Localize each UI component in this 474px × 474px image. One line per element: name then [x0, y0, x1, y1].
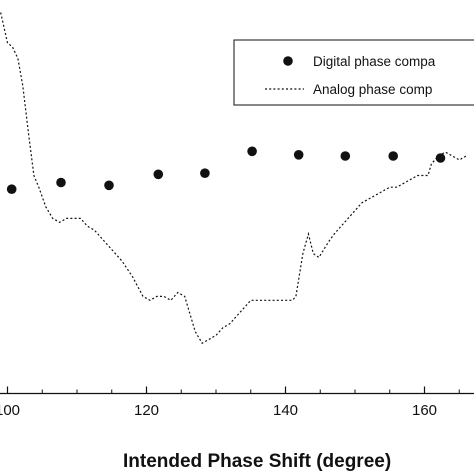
x-tick-label-100: 100	[0, 402, 20, 419]
series-layer	[0, 11, 467, 345]
axes: 100 120 140 160 Intended Phase Shift (degre…	[0, 386, 474, 472]
x-tick-label-160: 160	[412, 402, 437, 419]
x-axis-title: Intended Phase Shift (degree)	[123, 451, 391, 472]
legend: Digital phase compa Analog phase comp	[233, 39, 474, 106]
x-tick-labels: 100 120 140 160	[0, 402, 437, 419]
legend-label-digital: Digital phase compa	[313, 54, 436, 69]
digital-point	[435, 153, 446, 163]
x-tick-label-120: 120	[134, 402, 159, 419]
x-tick-label-140: 140	[273, 402, 298, 419]
digital-point	[6, 184, 17, 194]
digital-point	[200, 168, 210, 178]
legend-marker-digital	[283, 56, 293, 66]
series-analog-line	[0, 11, 467, 345]
digital-point	[153, 169, 164, 180]
digital-point	[56, 177, 66, 188]
x-ticks	[6, 386, 460, 394]
digital-point	[293, 150, 304, 160]
digital-point	[340, 151, 351, 161]
digital-point	[388, 151, 399, 161]
legend-box	[233, 39, 474, 106]
digital-point	[247, 146, 257, 157]
legend-label-analog: Analog phase comp	[313, 82, 432, 97]
digital-point	[104, 180, 114, 191]
